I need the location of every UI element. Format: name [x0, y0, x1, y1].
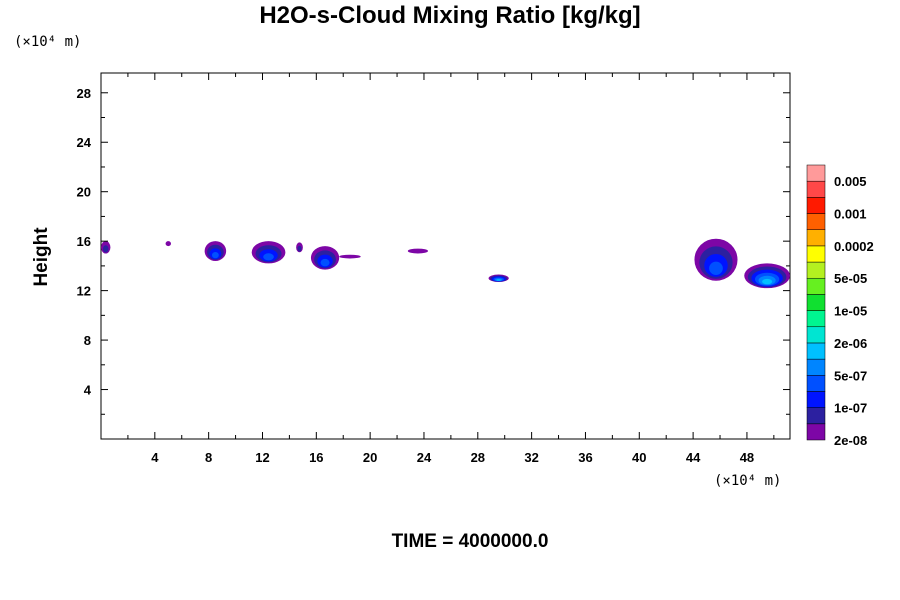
colorbar-label: 2e-08: [834, 433, 867, 448]
colorbar-label: 1e-05: [834, 304, 867, 319]
colorbar-label: 2e-06: [834, 336, 867, 351]
colorbar-swatch: [806, 164, 826, 182]
cloud-contour: [211, 251, 219, 259]
x-tick-label: 12: [255, 450, 269, 465]
x-axis: 4 8 12 16 20 24 28 32 36 40 44 48: [127, 73, 775, 465]
x-tick-label: 24: [417, 450, 432, 465]
cloud-blob: [339, 254, 361, 259]
colorbar-label: 0.001: [834, 207, 867, 222]
colorbar-swatch: [806, 245, 826, 263]
x-tick-label: 44: [686, 450, 701, 465]
colorbar-label: 0.0002: [834, 239, 874, 254]
y-tick-label: 12: [77, 284, 91, 299]
cloud-contour: [407, 248, 429, 254]
colorbar-swatch: [806, 213, 826, 230]
cloud-contour: [709, 261, 723, 275]
colorbar-swatch: [806, 375, 826, 392]
colorbar-swatch: [806, 277, 826, 295]
y-tick-label: 24: [77, 135, 92, 150]
colorbar-swatch: [806, 180, 826, 198]
cloud-blob: [744, 263, 790, 289]
cloud-contour: [339, 254, 361, 259]
plot-frame: [100, 72, 791, 440]
colorbar-swatch: [806, 391, 826, 408]
cloud-blob: [407, 248, 429, 254]
chart-title: H2O-s-Cloud Mixing Ratio [kg/kg]: [259, 2, 641, 29]
x-tick-label: 32: [524, 450, 538, 465]
colorbar-swatch: [806, 229, 826, 247]
cloud-blob: [204, 241, 227, 261]
cloud-field: [101, 238, 790, 289]
colorbar-label: 1e-07: [834, 401, 867, 416]
colorbar: 0.005 0.001 0.0002 5e-05 1e-05 2e-06 5e-07 1e-0…: [806, 164, 874, 448]
cloud-contour: [263, 253, 274, 261]
x-tick-label: 40: [632, 450, 646, 465]
cloud-contour: [762, 278, 773, 285]
colorbar-swatch: [806, 310, 826, 328]
cloud-contour: [102, 245, 109, 253]
colorbar-swatch: [806, 294, 826, 311]
colorbar-swatch: [806, 326, 826, 344]
colorbar-label: 5e-07: [834, 368, 867, 383]
x-tick-label: 36: [578, 450, 592, 465]
cloud-blob: [296, 242, 303, 253]
time-label: TIME = 4000000.0: [391, 531, 549, 552]
x-tick-label: 20: [363, 450, 377, 465]
colorbar-swatch: [806, 423, 826, 441]
x-axis-unit: (×10⁴ m): [714, 473, 782, 489]
cloud-contour: [496, 279, 501, 281]
y-axis: 4 8 12 16 20 24 28: [77, 86, 790, 415]
cloud-blob: [165, 241, 171, 247]
colorbar-swatch: [806, 197, 826, 214]
colorbar-swatch: [806, 261, 826, 279]
y-tick-label: 4: [84, 383, 92, 398]
colorbar-swatch: [806, 358, 826, 376]
cloud-blob: [251, 241, 286, 264]
y-tick-label: 20: [77, 185, 91, 200]
colorbar-swatch: [806, 407, 826, 425]
cloud-contour: [165, 241, 171, 247]
colorbar-swatch: [806, 342, 826, 360]
y-tick-label: 28: [77, 86, 91, 101]
x-tick-label: 4: [151, 450, 159, 465]
x-tick-label: 8: [205, 450, 212, 465]
y-tick-label: 8: [84, 333, 91, 348]
x-tick-label: 48: [740, 450, 754, 465]
cloud-contour: [297, 245, 302, 252]
cloud-blob: [310, 246, 340, 270]
cloud-blob: [694, 238, 738, 281]
y-axis-unit: (×10⁴ m): [14, 34, 82, 50]
cloud-blob: [101, 241, 111, 254]
cloud-blob: [488, 274, 509, 282]
cloud-contour: [320, 258, 330, 267]
colorbar-label: 0.005: [834, 174, 867, 189]
x-tick-label: 16: [309, 450, 323, 465]
x-tick-label: 28: [471, 450, 485, 465]
y-tick-label: 16: [77, 234, 91, 249]
colorbar-label: 5e-05: [834, 271, 867, 286]
